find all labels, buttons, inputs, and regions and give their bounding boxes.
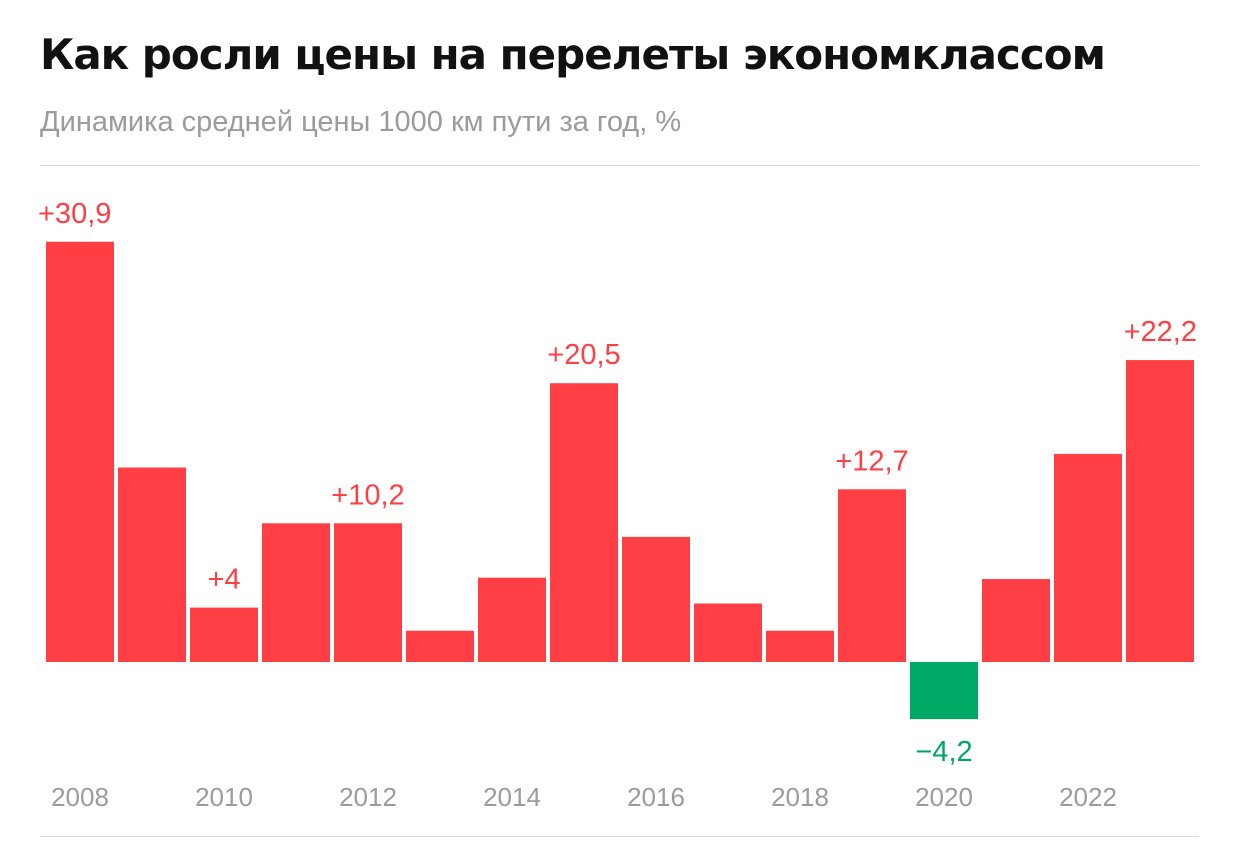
x-tick-2008: 2008 [51,782,109,812]
bars-group [46,241,1194,720]
bar-2008 [46,241,114,662]
x-tick-2018: 2018 [771,782,829,812]
bar-2013 [406,630,474,662]
bar-2016 [622,536,690,662]
bar-2012 [334,523,402,662]
x-tick-2016: 2016 [627,782,685,812]
chart-title: Как росли цены на перелеты экономклассом [40,30,1106,79]
data-label-2012: +10,2 [331,479,404,511]
bar-2011 [262,523,330,662]
bar-2022 [1054,453,1122,662]
bar-2021 [982,579,1050,662]
bar-2010 [190,607,258,662]
x-tick-2020: 2020 [915,782,973,812]
data-label-2015: +20,5 [547,339,620,371]
bar-2023 [1126,360,1194,662]
bar-2015 [550,383,618,662]
chart-subtitle: Динамика средней цены 1000 км пути за го… [40,106,682,138]
bar-2018 [766,630,834,662]
bar-2017 [694,603,762,662]
bar-2014 [478,577,546,662]
data-label-2008: +30,9 [38,198,111,230]
data-label-2010: +4 [207,564,240,596]
bar-2009 [118,467,186,662]
x-tick-2014: 2014 [483,782,541,812]
x-tick-2012: 2012 [339,782,397,812]
bottom-divider [40,836,1199,837]
bar-2020 [910,662,978,720]
top-divider [40,165,1199,166]
data-label-2019: +12,7 [835,445,908,477]
data-labels-group: +30,9 +4 +10,2 +20,5 +12,7 −4,2 +22,2 [38,198,1197,768]
x-tick-2022: 2022 [1059,782,1117,812]
x-tick-2010: 2010 [195,782,253,812]
bar-2019 [838,489,906,662]
data-label-2023: +22,2 [1124,316,1197,348]
x-axis-ticks-group: 2008 2010 2012 2014 2016 2018 2020 2022 [51,782,1117,812]
data-label-2020: −4,2 [915,736,972,768]
